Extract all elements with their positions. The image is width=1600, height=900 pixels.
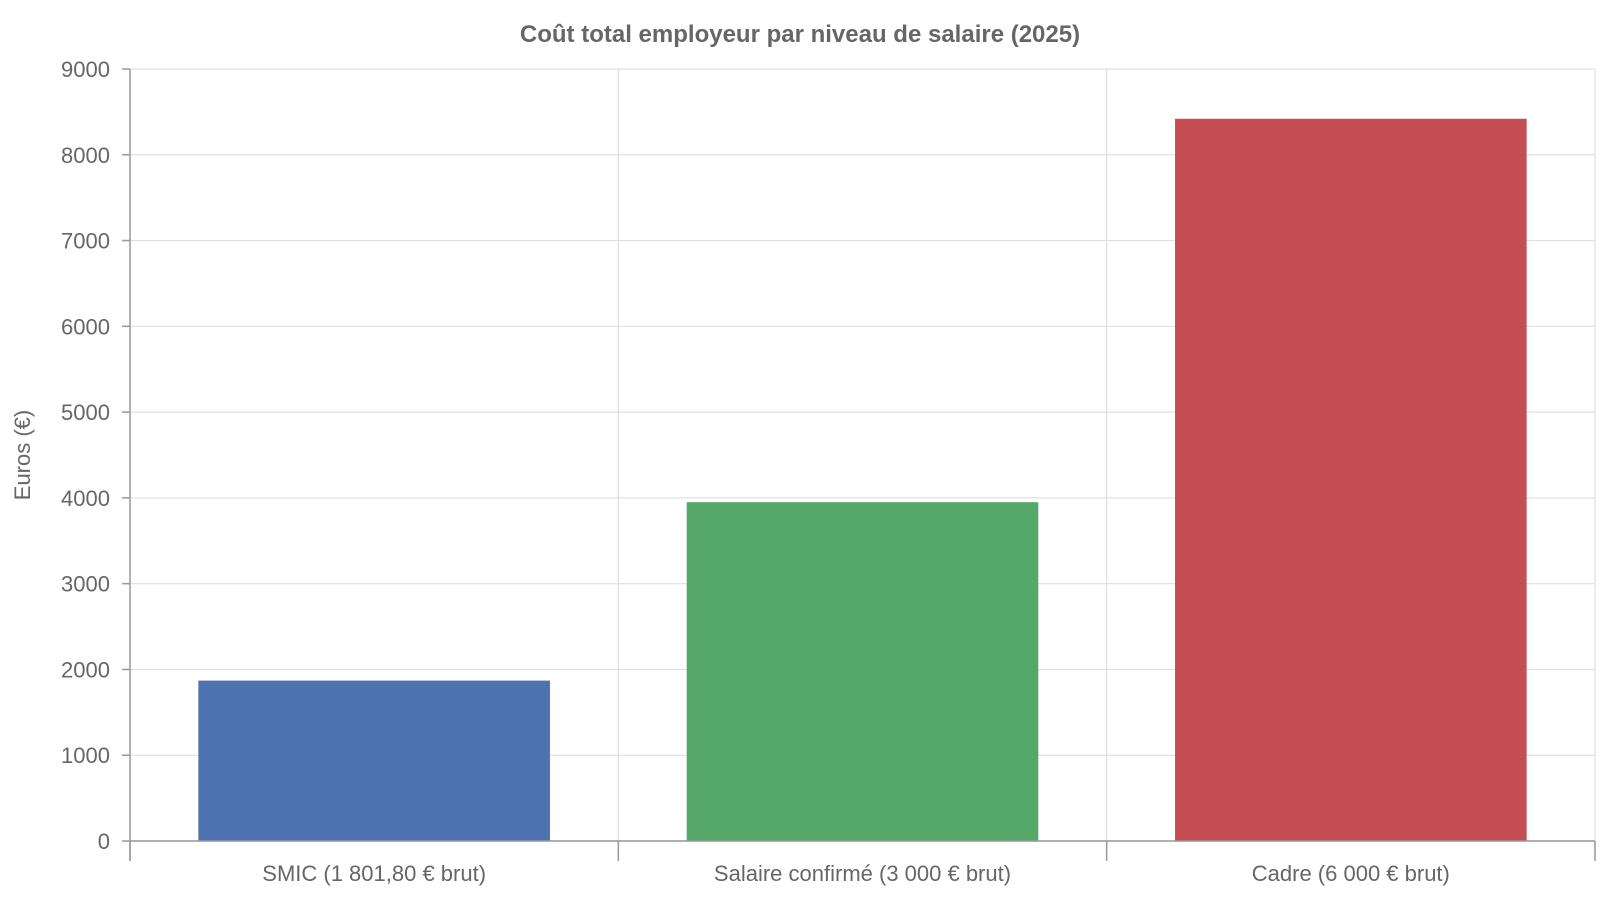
bar-1 (198, 680, 550, 841)
axes (122, 68, 1596, 861)
y-tick-label: 3000 (61, 572, 110, 597)
bar-2 (686, 502, 1039, 841)
bar-3 (1175, 118, 1527, 842)
y-tick-label: 4000 (61, 486, 110, 511)
grid (130, 68, 1596, 842)
y-tick-label: 1000 (61, 743, 110, 768)
y-tick-labels: 0 1000 2000 3000 4000 5000 6000 7000 8000 9000 (61, 57, 110, 854)
y-tick-label: 5000 (61, 400, 110, 425)
y-tick-label: 2000 (61, 657, 110, 682)
y-tick-label: 9000 (61, 57, 110, 82)
y-axis-title: Euros (€) (10, 410, 35, 500)
x-tick-label: SMIC (1 801,80 € brut) (262, 861, 486, 886)
y-tick-label: 7000 (61, 229, 110, 254)
chart-title: Coût total employeur par niveau de salai… (520, 21, 1080, 48)
x-tick-label: Salaire confirmé (3 000 € brut) (714, 861, 1011, 886)
y-tick-label: 0 (98, 829, 110, 854)
y-tick-label: 8000 (61, 143, 110, 168)
x-tick-label: Cadre (6 000 € brut) (1252, 861, 1450, 886)
x-tick-labels: SMIC (1 801,80 € brut) Salaire confirmé (… (262, 861, 1450, 886)
y-tick-label: 6000 (61, 314, 110, 339)
bars (198, 118, 1527, 842)
